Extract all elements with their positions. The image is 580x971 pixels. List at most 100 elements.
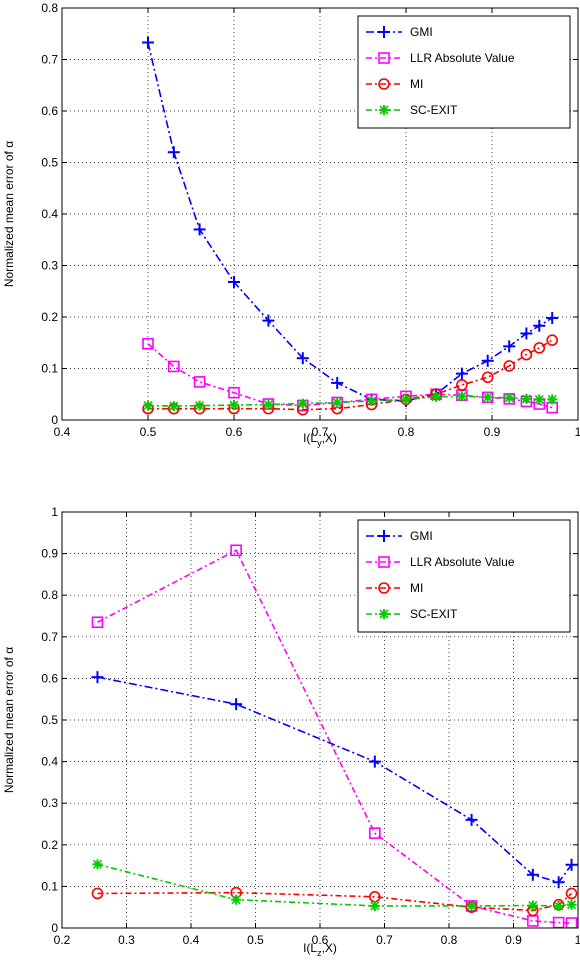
legend-label: LLR Absolute Value [410, 555, 515, 569]
data-point-marker [504, 393, 514, 403]
data-point [521, 393, 532, 404]
data-point [92, 859, 103, 870]
data-point-marker [92, 859, 103, 869]
data-point [229, 400, 239, 411]
x-tick-label: 0.8 [398, 425, 415, 439]
x-axis-label: I(Lz,X) [303, 941, 337, 958]
data-point-marker [367, 396, 377, 406]
data-point-marker [230, 544, 242, 557]
data-point [297, 398, 308, 409]
data-point-marker [565, 917, 578, 928]
x-tick-label: 0.6 [226, 425, 243, 439]
chart-1: 0.4 0.5 0.6 0.7 0.8 0.9 1 0 0.1 0.2 0.3 0.4 0.5 0.6 0.… [2, 1, 580, 448]
data-point-marker [457, 391, 467, 401]
legend-label: SC-EXIT [410, 103, 458, 117]
y-tick-label: 0 [51, 413, 58, 427]
legend-label: MI [410, 77, 423, 91]
legend-marker [379, 105, 389, 115]
x-tick-label: 0.2 [54, 933, 71, 947]
series-line [147, 395, 553, 407]
legend-item: LLR Absolute Value [366, 555, 515, 569]
y-axis-label: Normalized mean error of α [2, 647, 16, 793]
data-point [296, 352, 309, 365]
data-point-marker [169, 401, 179, 411]
data-point [547, 394, 558, 405]
legend-marker [378, 582, 390, 594]
data-point [228, 275, 240, 288]
legend-box [357, 519, 571, 633]
y-tick-label: 0.8 [41, 588, 58, 602]
data-point-marker [369, 827, 381, 839]
y-tick-label: 0.9 [41, 547, 58, 561]
data-point [533, 319, 546, 332]
legend-item: SC-EXIT [366, 607, 458, 621]
data-point [332, 397, 343, 408]
legend: GMI LLR Absolute Value MI SC-EXIT [357, 15, 571, 129]
y-tick-label: 0.6 [41, 104, 58, 118]
axes-box [61, 511, 579, 929]
x-tick-label: 0.9 [484, 425, 501, 439]
x-tick-label: 0.4 [183, 933, 200, 947]
data-point [230, 698, 243, 711]
chart-2: 0.2 0.3 0.4 0.5 0.6 0.7 0.8 0.9 1 0 0.1 0.2 0.3 0.4 0.… [2, 505, 580, 958]
data-point-marker [193, 376, 206, 388]
data-point-marker [431, 392, 441, 402]
legend-box [357, 15, 571, 129]
data-point [503, 340, 516, 353]
legend-label: GMI [410, 25, 433, 39]
y-tick-label: 0.2 [41, 310, 58, 324]
x-tick-label: 0.8 [441, 933, 458, 947]
axes-box [61, 7, 579, 421]
data-point [527, 900, 538, 911]
x-tick-label: 0.9 [505, 933, 522, 947]
data-point-marker [228, 386, 240, 399]
data-point-marker [566, 900, 577, 910]
y-tick-label: 0 [51, 921, 58, 935]
data-point-marker [142, 337, 154, 350]
series-sc-exit [92, 859, 577, 911]
data-point-marker [528, 900, 538, 911]
data-point-marker [546, 334, 559, 346]
data-point-marker [483, 392, 493, 402]
data-point [455, 367, 468, 380]
data-point [91, 671, 104, 684]
data-point [465, 813, 478, 826]
legend-item: LLR Absolute Value [366, 51, 515, 65]
y-tick-label: 0.4 [41, 755, 58, 769]
data-point [142, 36, 154, 49]
data-point [520, 348, 533, 361]
x-tick-label: 1 [575, 933, 580, 947]
x-tick-label: 0.3 [118, 933, 135, 947]
data-point [368, 755, 381, 768]
x-tick-label: 0.5 [140, 425, 157, 439]
data-point-marker [456, 379, 468, 391]
data-point-marker [168, 360, 180, 373]
legend-item: SC-EXIT [366, 103, 458, 117]
data-point [503, 360, 516, 372]
data-point-marker [481, 371, 494, 384]
data-point [369, 900, 380, 911]
series-line [148, 339, 553, 411]
data-point [520, 327, 533, 340]
y-tick-label: 0.7 [41, 630, 58, 644]
data-point [230, 544, 242, 557]
data-point [546, 312, 559, 325]
data-point-marker [467, 901, 477, 911]
data-point [331, 376, 344, 389]
data-point [481, 371, 494, 384]
data-point [401, 394, 411, 405]
x-tick-label: 0.4 [54, 425, 71, 439]
y-tick-label: 0.3 [41, 259, 58, 273]
data-point [504, 392, 515, 403]
legend-marker [378, 52, 390, 64]
data-point-marker [143, 401, 153, 411]
data-point-marker [370, 901, 380, 911]
data-point-marker [503, 360, 516, 372]
data-point [566, 899, 577, 910]
data-point [193, 376, 206, 388]
y-tick-label: 0.4 [41, 207, 58, 221]
data-point [366, 395, 377, 406]
y-tick-label: 0.6 [41, 671, 58, 685]
legend-marker [378, 556, 390, 568]
y-axis-label: Normalized mean error of α [2, 141, 16, 287]
